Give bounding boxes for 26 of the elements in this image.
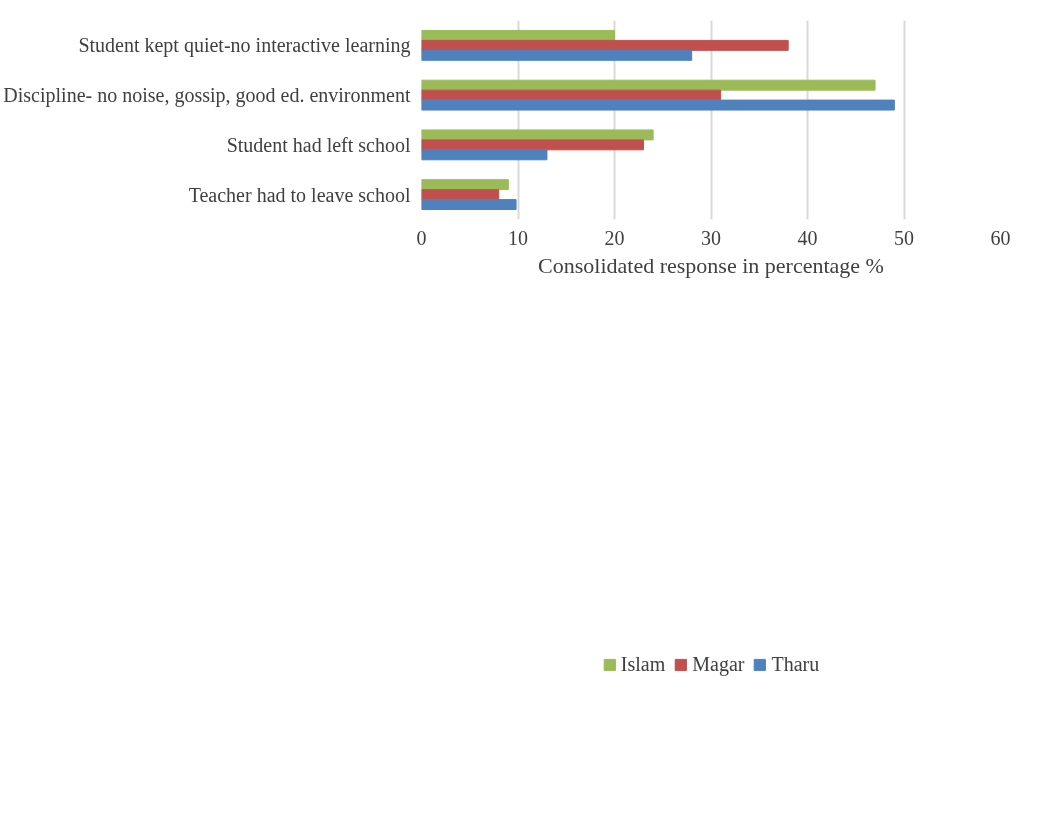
legend-label: Islam [620,652,666,676]
bar [421,79,876,91]
bar [421,139,644,151]
bar [421,29,615,41]
y-tick-label: Student kept quiet-no interactive learning [78,34,411,58]
x-tick-label: 0 [416,226,427,249]
x-tick-label: 10 [508,226,528,249]
bar [421,49,693,61]
legend-label: Tharu [771,652,820,676]
bar [421,149,548,161]
x-tick-label: 50 [894,226,914,249]
x-axis-title: Consolidated response in percentage % [538,252,884,278]
bar [421,99,895,111]
bar [421,199,517,211]
y-tick-label: Student had left school [226,133,411,156]
bar [421,189,500,201]
x-tick-label: 40 [797,226,818,249]
x-tick-label: 30 [701,226,721,249]
y-tick-label: Teacher had to leave school [188,183,411,206]
bar [421,39,789,51]
x-tick-label: 20 [604,226,625,249]
y-tick-label: Discipline- no noise, gossip, good ed. environment [3,84,411,108]
bar [421,179,509,191]
x-tick-label: 60 [990,226,1011,249]
legend-label: Magar [692,652,745,676]
bar [421,129,654,141]
